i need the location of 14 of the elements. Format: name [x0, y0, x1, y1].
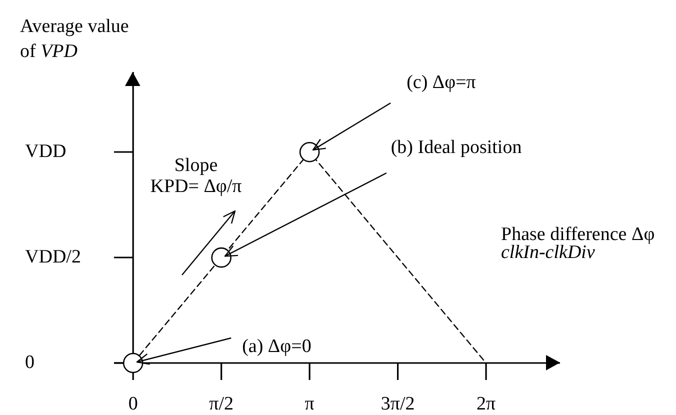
annotation: (a) Δφ=0: [242, 336, 312, 357]
x-tick-label: π: [304, 393, 315, 414]
x-tick-label: π/2: [209, 393, 234, 414]
text: 0: [25, 352, 34, 373]
annotation: (c) Δφ=π: [406, 72, 476, 94]
y-axis-title: Average value of VPD: [20, 15, 130, 64]
x-axis-title: Phase difference Δφ clkIn-clkDiv: [501, 224, 655, 263]
text: VDD: [25, 140, 66, 162]
annotation: Slope KPD= Δφ/π: [150, 154, 242, 197]
x-tick-label: 3π/2: [380, 393, 415, 414]
x-tick-label: 2π: [476, 393, 496, 414]
text: VDD/2: [25, 246, 81, 268]
annotation: (b) Ideal position: [390, 137, 522, 158]
x-tick-label: 0: [128, 393, 138, 414]
